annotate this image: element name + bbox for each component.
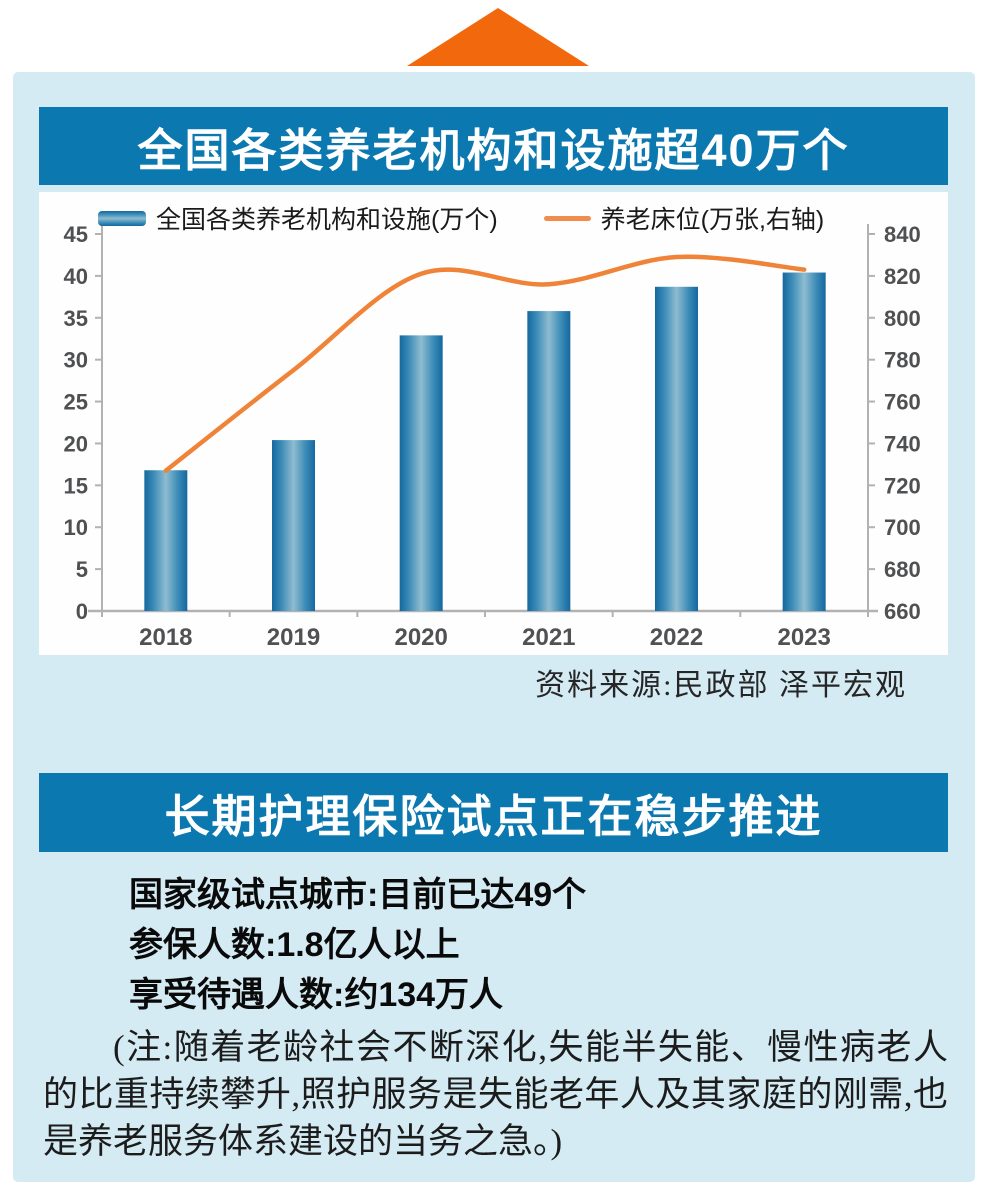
right-tick-label: 800 bbox=[884, 306, 921, 331]
left-tick-label: 20 bbox=[64, 431, 88, 456]
left-tick-label: 15 bbox=[64, 473, 88, 498]
combo-chart: 0 5 10 15 20 25 30 35 40 45 660 680 700 720 740 760 780 8… bbox=[64, 222, 921, 651]
bar-series-swatch-icon bbox=[98, 210, 146, 226]
left-tick-label: 5 bbox=[76, 557, 88, 582]
bars-group bbox=[144, 272, 826, 611]
left-tick-label: 30 bbox=[64, 348, 88, 373]
bar-2022 bbox=[655, 286, 698, 611]
bar-2020 bbox=[399, 335, 443, 611]
x-label-2023: 2023 bbox=[777, 624, 830, 651]
stat-benefit-people: 享受待遇人数:约134万人 bbox=[129, 976, 504, 1014]
right-tick-label: 680 bbox=[884, 557, 921, 582]
right-tick-label: 760 bbox=[884, 390, 921, 415]
right-tick-label: 720 bbox=[884, 473, 921, 498]
x-label-2022: 2022 bbox=[650, 624, 703, 651]
left-tick-label: 0 bbox=[76, 599, 88, 624]
section2-title-bar: 长期护理保险试点正在稳步推进 bbox=[39, 773, 948, 852]
legend-item-bars: 全国各类养老机构和设施(万个) bbox=[98, 200, 498, 236]
section2-title: 长期护理保险试点正在稳步推进 bbox=[164, 791, 823, 842]
left-tick-label: 40 bbox=[64, 264, 88, 289]
x-label-2019: 2019 bbox=[267, 624, 320, 651]
section1-title-bar: 全国各类养老机构和设施超40万个 bbox=[39, 107, 948, 185]
line-series-swatch-icon bbox=[543, 215, 591, 221]
bar-2019 bbox=[272, 440, 315, 611]
x-axis-ticks bbox=[101, 611, 869, 617]
x-axis-labels: 2018 2019 2020 2021 2022 2023 bbox=[139, 624, 831, 651]
bar-2018 bbox=[144, 470, 188, 611]
right-axis-ticks: 660 680 700 720 740 760 780 800 820 840 bbox=[868, 222, 921, 624]
left-tick-label: 45 bbox=[64, 222, 88, 247]
data-source: 资料来源:民政部 泽平宏观 bbox=[535, 669, 907, 702]
left-tick-label: 35 bbox=[64, 306, 88, 331]
right-tick-label: 780 bbox=[884, 348, 921, 373]
stats-block: 国家级试点城市:目前已达49个 参保人数:1.8亿人以上 享受待遇人数:约134… bbox=[129, 870, 929, 1020]
stat-insured-people: 参保人数:1.8亿人以上 bbox=[129, 926, 460, 964]
right-tick-label: 820 bbox=[884, 264, 921, 289]
right-tick-label: 660 bbox=[884, 599, 921, 624]
up-arrow-icon bbox=[407, 8, 589, 66]
bar-series-label: 全国各类养老机构和设施(万个) bbox=[156, 206, 498, 234]
chart-legend: 全国各类养老机构和设施(万个) 养老床位(万张,右轴) bbox=[98, 200, 824, 236]
x-label-2021: 2021 bbox=[522, 624, 575, 651]
left-axis-ticks: 0 5 10 15 20 25 30 35 40 45 bbox=[64, 222, 102, 624]
right-tick-label: 840 bbox=[884, 222, 921, 247]
right-tick-label: 740 bbox=[884, 431, 921, 456]
chart-card: 全国各类养老机构和设施(万个) 养老床位(万张,右轴) 0 5 10 15 20 25 30… bbox=[39, 192, 948, 655]
section1-title: 全国各类养老机构和设施超40万个 bbox=[137, 124, 850, 176]
line-series-label: 养老床位(万张,右轴) bbox=[600, 206, 825, 234]
left-tick-label: 10 bbox=[64, 515, 88, 540]
stat-pilot-cities: 国家级试点城市:目前已达49个 bbox=[129, 876, 587, 914]
x-label-2020: 2020 bbox=[394, 624, 447, 651]
legend-item-line: 养老床位(万张,右轴) bbox=[543, 200, 825, 236]
x-label-2018: 2018 bbox=[139, 624, 192, 651]
beds-line-series bbox=[163, 254, 807, 473]
right-tick-label: 700 bbox=[884, 515, 921, 540]
bar-2021 bbox=[527, 311, 571, 611]
content-panel: 全国各类养老机构和设施超40万个 全国各类养老机构和设施(万个) 养老床位(万张… bbox=[13, 72, 975, 1182]
left-tick-label: 25 bbox=[64, 390, 88, 415]
note-paragraph: (注:随着老龄社会不断深化,失能半失能、慢性病老人的比重持续攀升,照护服务是失能… bbox=[43, 1028, 948, 1161]
bar-2023 bbox=[782, 272, 826, 611]
